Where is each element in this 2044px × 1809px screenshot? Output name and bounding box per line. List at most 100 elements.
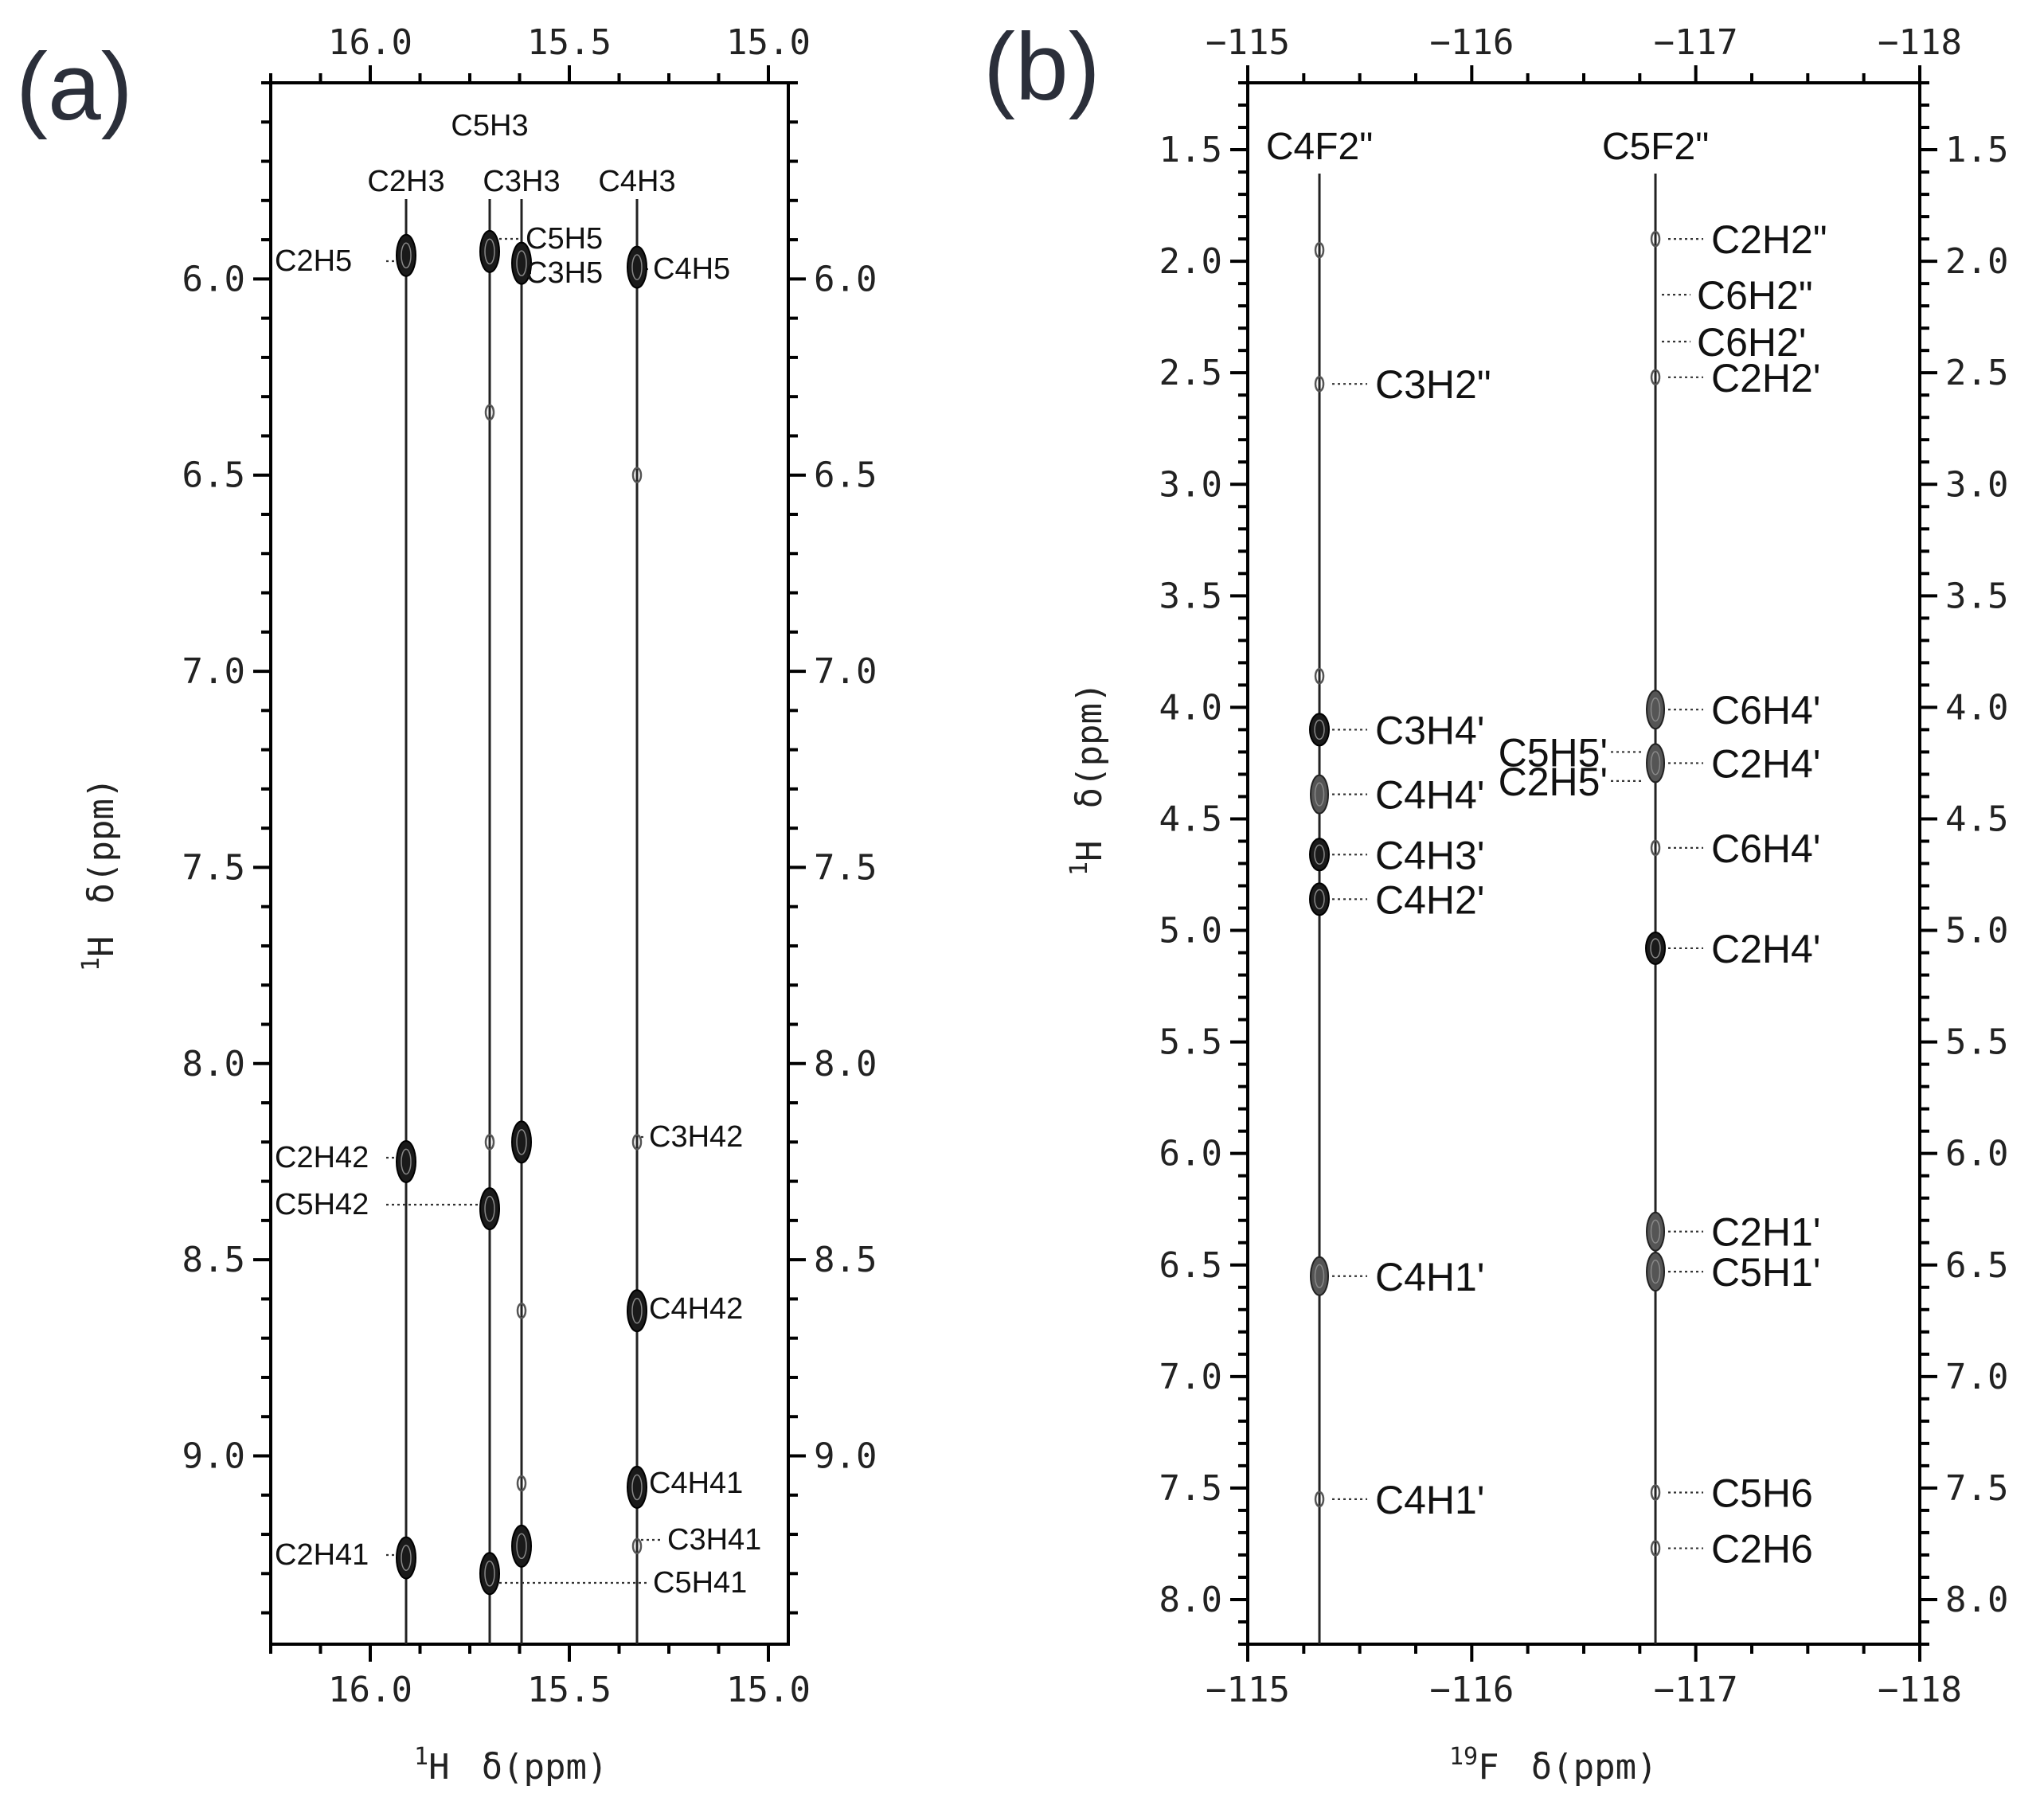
peak-c5h5 <box>479 229 500 273</box>
peak-c3h5-contour <box>516 250 527 276</box>
peak-c5h5-contour <box>484 238 495 265</box>
panel-b-x-rest: δ(ppm) <box>1531 1747 1658 1788</box>
peak-label-c5h1: C5H1' <box>1711 1250 1820 1295</box>
peak-label-c6h4: C6H4' <box>1711 688 1820 733</box>
y-tick-label-right: 5.5 <box>1945 1022 2008 1063</box>
x-tick-label-top: 16.0 <box>328 22 412 63</box>
peak-label-c4h1: C4H1' <box>1375 1255 1484 1299</box>
panel-b-x-axis-title: 19F δ(ppm) <box>1449 1743 1658 1788</box>
peak-unlabeled <box>511 1120 532 1164</box>
peak-c3h5 <box>511 241 532 285</box>
peak-c5h1-contour <box>1650 1260 1661 1284</box>
panel-a-x-sup: 1 <box>414 1743 428 1771</box>
peak-c3h4-contour <box>1314 719 1325 740</box>
peak-unlabeled <box>484 404 495 421</box>
y-tick-label-right: 8.5 <box>814 1240 877 1280</box>
panel-a-x-rest: δ(ppm) <box>482 1747 608 1788</box>
x-tick-label-bottom: 15.0 <box>726 1670 811 1710</box>
y-tick-label-right: 5.0 <box>1945 911 2008 951</box>
peak-c2h2 <box>1650 230 1661 248</box>
panel-a-x-axis-title: 1H δ(ppm) <box>414 1743 608 1788</box>
y-tick-label-right: 6.5 <box>1945 1245 2008 1286</box>
y-tick-label-left: 6.5 <box>1159 1245 1222 1286</box>
peak-c4h4-contour <box>1314 782 1325 807</box>
y-tick-label-left: 3.0 <box>1159 464 1222 505</box>
y-tick-label-right: 2.0 <box>1945 241 2008 282</box>
peak-label-c3h5: C3H5 <box>526 256 603 290</box>
peak-label-c2h4: C2H4' <box>1711 741 1820 786</box>
peak-label-c4h3: C4H3' <box>1375 833 1484 877</box>
peak-c2h4 <box>1645 931 1667 965</box>
panel-b-ticks: −115 −115 −116 −116 −117 −117 −118 −118 1.5 1.5 2.… <box>1159 22 2009 1710</box>
y-tick-label-right: 3.5 <box>1945 576 2008 616</box>
y-tick-label-left: 5.0 <box>1159 911 1222 951</box>
peak-label-c2h5: C2H5 <box>275 244 352 278</box>
y-tick-label-right: 2.5 <box>1945 353 2008 393</box>
peak-label-c4h41: C4H41 <box>649 1467 743 1500</box>
panel-a-y-nuc: H <box>81 936 122 957</box>
peak-c2h5-contour <box>401 242 412 269</box>
panel-b-leader-lines <box>1332 238 1704 1549</box>
free-label-c6h2: C6H2' <box>1697 320 1806 365</box>
peak-label-c2h2: C2H2" <box>1711 217 1827 262</box>
column-label-c5f2: C5F2" <box>1602 126 1709 168</box>
peak-c2h5 <box>396 233 416 277</box>
peak-c4h41 <box>627 1465 647 1509</box>
panel-b-y-nuc: H <box>1069 840 1110 862</box>
x-tick-label-bottom: −117 <box>1654 1670 1738 1710</box>
peak-c2h4-contour <box>1650 751 1661 776</box>
peak-c4h3-contour <box>1314 844 1325 865</box>
peak-c5h42-contour <box>484 1195 495 1222</box>
peak-c4h41-contour <box>631 1474 643 1501</box>
peak-c3h42 <box>631 1134 643 1151</box>
peak-c3h41 <box>631 1537 643 1555</box>
y-tick-label-left: 2.0 <box>1159 241 1222 282</box>
panel-b-peak-labels: C3H2" C3H4' C4H4' C4H3'C4H2' C4H1' C4H1' C2H2"… <box>1375 217 1827 1571</box>
y-tick-label-left: 3.5 <box>1159 576 1222 616</box>
x-tick-label-bottom: −116 <box>1429 1670 1514 1710</box>
peak-c2h4 <box>1646 743 1666 783</box>
peak-label-c2h41: C2H41 <box>275 1538 369 1572</box>
y-tick-label-right: 9.0 <box>814 1436 877 1476</box>
peak-c4h3 <box>1309 838 1331 872</box>
x-tick-label-top: −116 <box>1429 22 1514 63</box>
peak-label-c2h42: C2H42 <box>275 1141 369 1174</box>
panel-a-frame <box>269 81 790 1646</box>
peak-label-c6h4: C6H4' <box>1711 826 1820 871</box>
peak-c2h41 <box>396 1536 416 1580</box>
x-tick-label-top: −118 <box>1878 22 1962 63</box>
peak-c5h6 <box>1650 1484 1661 1501</box>
peak-c4h42-contour <box>631 1297 643 1324</box>
peak-label-c4h42: C4H42 <box>649 1292 743 1326</box>
peak-label-c2h2: C2H2' <box>1711 356 1820 400</box>
peak-c6h4 <box>1646 690 1666 730</box>
y-tick-label-left: 9.0 <box>182 1436 245 1476</box>
peak-unlabeled <box>516 1475 527 1492</box>
peak-c4h1-contour <box>1314 1264 1325 1288</box>
x-tick-label-bottom: −115 <box>1206 1670 1290 1710</box>
peak-label-c5h5: C5H5 <box>526 222 603 256</box>
panel-b-x-nuc: F <box>1478 1747 1499 1788</box>
y-tick-label-right: 6.5 <box>814 455 877 496</box>
x-tick-label-top: −117 <box>1654 22 1738 63</box>
peak-unlabeled-contour <box>516 1533 527 1560</box>
peak-c4h1 <box>1314 1491 1325 1508</box>
peak-label-c3h2: C3H2" <box>1375 362 1491 407</box>
y-tick-label-right: 8.0 <box>1945 1580 2008 1620</box>
peak-c4h42 <box>627 1289 647 1333</box>
peak-c2h2 <box>1650 369 1661 386</box>
column-label-c2h3: C2H3 <box>367 165 444 198</box>
panel-a-columns <box>405 199 639 1644</box>
y-tick-label-left: 8.5 <box>182 1240 245 1280</box>
panel-b-y-axis-title: 1Hδ(ppm) <box>1065 682 1110 876</box>
peak-c4h5 <box>627 245 647 289</box>
panel-b-label: (b) <box>983 14 1100 120</box>
panel-a-x-nuc: H <box>428 1747 450 1788</box>
peak-c5h1 <box>1646 1252 1666 1292</box>
y-tick-label-right: 3.0 <box>1945 464 2008 505</box>
y-tick-label-left: 2.5 <box>1159 353 1222 393</box>
peak-c2h1-contour <box>1650 1219 1661 1244</box>
peak-c4h1 <box>1310 1256 1330 1296</box>
y-tick-label-right: 6.0 <box>1945 1134 2008 1174</box>
